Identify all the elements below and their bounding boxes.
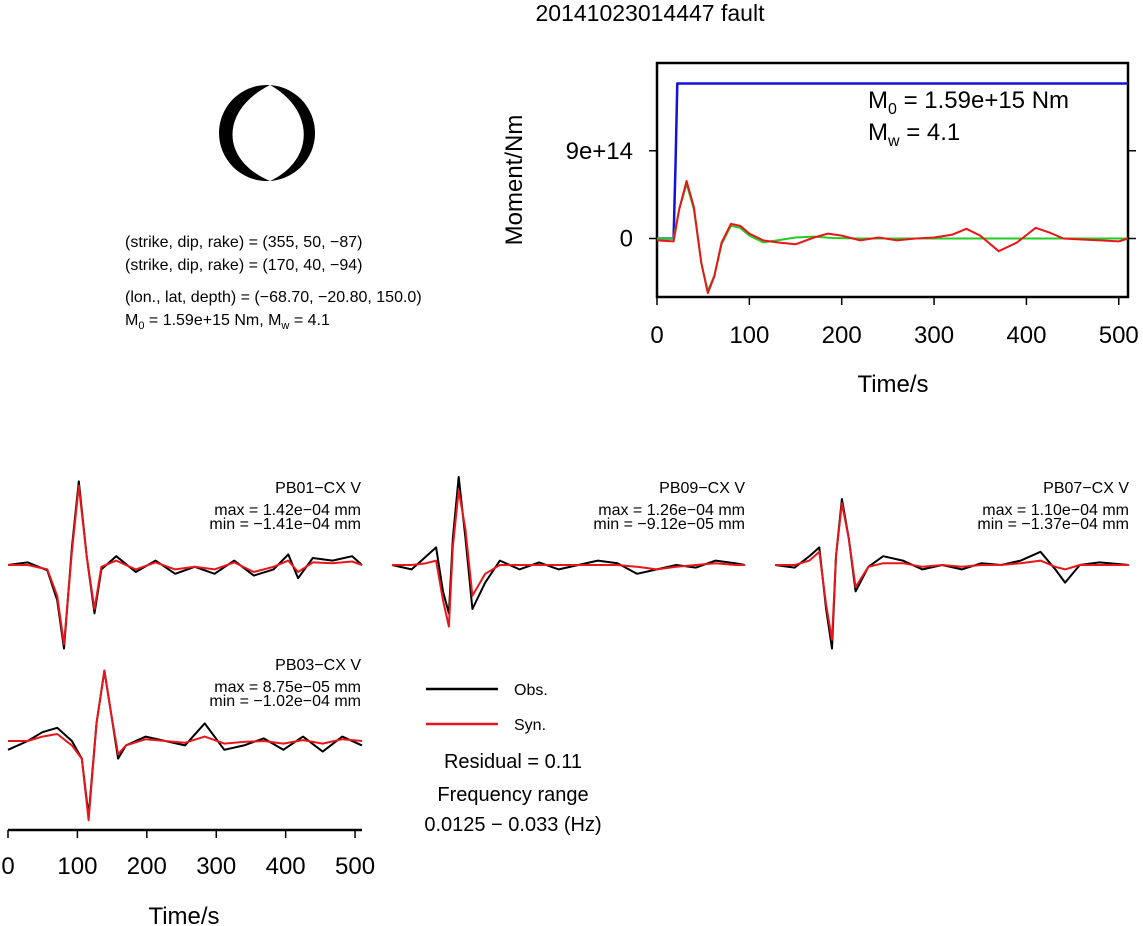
waveform-xtick-label: 300 [196,853,236,880]
waveform-syn [392,489,745,628]
moment-xtick-label: 300 [914,322,954,349]
focal-line-2: (strike, dip, rake) = (170, 40, −94) [125,257,362,274]
moment-xlabel: Time/s [857,371,928,398]
station-max-pb07: max = 1.10e−04 mm [982,502,1129,519]
waveform-xtick-label: 400 [266,853,306,880]
waveform-syn [8,484,363,646]
station-max-pb03: max = 8.75e−05 mm [214,679,361,696]
station-max-pb01: max = 1.42e−04 mm [214,502,361,519]
waveform-syn [775,502,1129,641]
waveform-obs [7,480,363,650]
waveform-xtick-label: 100 [57,853,97,880]
waveform-xtick-label: 200 [127,853,167,880]
frequency-range-label: Frequency range [437,784,588,806]
station-name-pb07: PB07−CX V [1043,480,1129,497]
beachball-dilatational [232,85,304,181]
moment-axes: 0 100 200 300 400 500 0 9e+14 [566,138,1139,349]
station-min-pb07: min = −1.37e−04 mm [977,516,1129,533]
station-min-pb03: min = −1.02e−04 mm [209,693,361,710]
waveform-time-axis: 0 100 200 300 400 500 [1,828,375,880]
moment-xtick-label: 200 [822,322,862,349]
moment-xtick-label: 0 [650,322,663,349]
residual-text: Residual = 0.11 [444,751,582,773]
moment-ylabel: Moment/Nm [501,115,528,246]
station-max-pb09: max = 1.26e−04 mm [598,502,745,519]
frequency-range-value: 0.0125 − 0.033 (Hz) [424,814,601,836]
focal-line-3: (lon., lat, depth) = (−68.70, −20.80, 15… [125,289,422,306]
moment-plot-frame [655,61,1130,299]
waveform-panel-3 [7,669,363,822]
waveform-syn [8,669,363,822]
station-name-pb09: PB09−CX V [659,480,745,497]
waveform-obs [7,669,363,817]
figure-title: 20141023014447 fault [536,0,766,26]
waveform-panel-1 [391,476,746,628]
focal-info: (strike, dip, rake) = (355, 50, −87) (st… [125,234,422,332]
moment-ytick-label: 9e+14 [566,138,633,165]
waveform-panel-2 [774,498,1130,650]
moment-xtick-label: 500 [1099,322,1139,349]
station-name-pb01: PB01−CX V [275,480,361,497]
moment-xtick-label: 100 [729,322,769,349]
station-min-pb09: min = −9.12e−05 mm [593,516,745,533]
legend: Obs. Syn. [426,682,548,734]
station-labels: PB01−CX V max = 1.42e−04 mm min = −1.41e… [209,480,1129,710]
legend-syn-label: Syn. [514,717,546,734]
waveform-xtick-label: 0 [1,853,14,880]
moment-mw-label: Mw = 4.1 [868,119,960,150]
legend-obs-label: Obs. [514,682,548,699]
moment-xtick-label: 400 [1006,322,1046,349]
waveform-obs [391,476,746,615]
waveform-panels [7,476,1130,822]
beachball [219,85,315,181]
moment-series [656,82,1129,295]
moment-series-moment_rate_model [657,182,1128,293]
waveform-xlabel: Time/s [148,903,219,926]
waveform-panel-0 [7,480,363,650]
moment-series-moment_rate_observed [656,180,1129,295]
waveform-xtick-label: 500 [335,853,375,880]
moment-m0-label: M0 = 1.59e+15 Nm [868,87,1069,118]
focal-line-1: (strike, dip, rake) = (355, 50, −87) [125,234,362,251]
focal-moment-line: M0 = 1.59e+15 Nm, Mw = 4.1 [125,312,330,332]
moment-ytick-label: 0 [620,226,633,253]
station-min-pb01: min = −1.41e−04 mm [209,516,361,533]
station-name-pb03: PB03−CX V [275,657,361,674]
